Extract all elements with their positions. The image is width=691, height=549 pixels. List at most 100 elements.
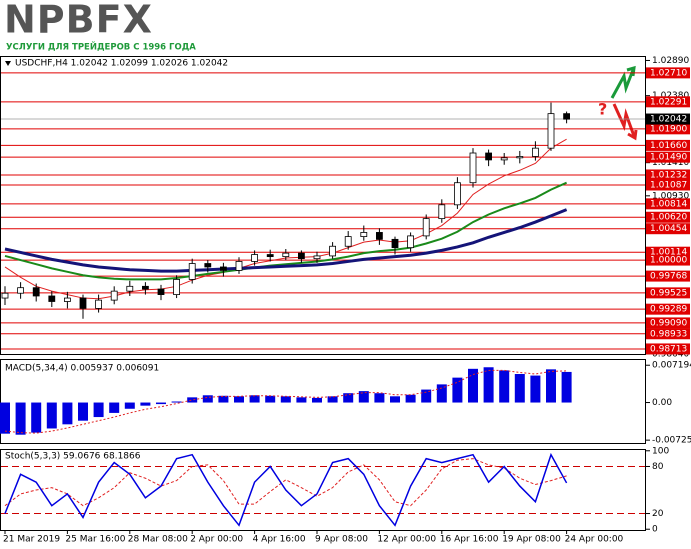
macd-bar	[0, 402, 10, 434]
level-label-box	[646, 287, 690, 299]
level-label-box	[646, 96, 690, 108]
macd-bar	[140, 402, 151, 406]
y-tick-label: 0	[652, 525, 658, 535]
macd-bar	[483, 367, 494, 403]
candle-body	[391, 238, 399, 249]
macd-bar	[327, 396, 338, 403]
macd-bar	[296, 397, 307, 403]
y-tick-label: 1.01410	[652, 158, 689, 168]
candle-body	[516, 156, 524, 159]
x-tick-label: 21 Mar 2019	[3, 535, 60, 545]
candle-body	[64, 297, 71, 302]
macd-title: MACD(5,34,4) 0.005937 0.006091	[5, 364, 159, 374]
candle-body	[235, 261, 243, 271]
down-arrow-head	[627, 129, 638, 141]
macd-bar	[265, 395, 276, 403]
level-label: 1.01232	[650, 170, 687, 180]
level-label: 1.02291	[650, 97, 687, 107]
level-label: 1.00620	[650, 213, 687, 223]
level-label-box	[646, 223, 690, 235]
macd-panel	[0, 359, 646, 444]
macd-bar	[312, 397, 322, 403]
candle-body	[485, 152, 493, 161]
y-tick-label: 1.02380	[652, 91, 689, 101]
macd-bar	[78, 402, 88, 421]
logo: NPBFX	[4, 0, 153, 42]
stoch-signal	[4, 458, 567, 507]
macd-bar	[171, 401, 182, 403]
candle-body	[95, 299, 102, 309]
stoch-panel	[0, 449, 646, 531]
y-tick-label: 0.98640	[652, 350, 689, 360]
macd-bar	[15, 402, 26, 435]
candle-body	[500, 157, 508, 161]
stoch-title: Stoch(5,3,3) 59.0676 68.1866	[5, 452, 141, 462]
level-label: 1.01900	[650, 124, 687, 134]
macd-signal	[4, 369, 567, 434]
macd-bar	[218, 395, 229, 403]
candle-body	[344, 236, 352, 247]
level-label: 1.00814	[650, 199, 687, 209]
x-tick-label: 24 Apr 00:00	[565, 535, 624, 545]
logo-tagline: УСЛУГИ ДЛЯ ТРЕЙДЕРОВ С 1996 ГОДА	[6, 41, 196, 53]
macd-bar	[93, 402, 104, 418]
macd-bar	[156, 402, 166, 405]
level-label-box	[646, 151, 690, 163]
macd-bar	[124, 402, 135, 409]
moving-average	[4, 208, 568, 273]
candle-body	[79, 297, 87, 309]
macd-bar	[390, 396, 400, 403]
last-price-label: 1.02042	[650, 115, 687, 125]
level-label: 0.98713	[650, 344, 687, 354]
candle-body	[204, 263, 212, 268]
main-panel	[0, 56, 646, 355]
level-label-box	[646, 123, 690, 135]
macd-bar	[109, 402, 120, 413]
last-price-box	[646, 113, 690, 125]
candle-body	[110, 290, 118, 301]
moving-average	[4, 138, 567, 300]
macd-bar	[421, 389, 432, 403]
macd-bar	[514, 374, 525, 403]
level-label-box	[646, 343, 690, 355]
level-label-box	[646, 211, 690, 223]
annotation: ?	[598, 100, 607, 119]
candle-body	[375, 232, 383, 240]
macd-bar	[343, 393, 354, 403]
candle-body	[329, 245, 337, 257]
main-title: USDCHF,H4 1.02042 1.02099 1.02026 1.0204…	[15, 59, 228, 69]
level-label: 0.99525	[650, 288, 687, 298]
candle-body	[266, 254, 274, 258]
macd-bar	[530, 375, 541, 403]
candle-body	[563, 113, 570, 120]
level-label: 1.00454	[650, 224, 687, 234]
level-label-box	[646, 139, 690, 151]
up-arrow	[610, 69, 635, 99]
y-tick-label: 100	[652, 446, 669, 456]
level-label: 1.01660	[650, 141, 687, 151]
candle-body	[407, 235, 415, 249]
candle-body	[532, 147, 539, 157]
level-label-box	[646, 317, 690, 329]
x-tick-label: 25 Mar 16:00	[65, 535, 125, 545]
candle-body	[141, 285, 149, 290]
down-arrow	[612, 103, 636, 137]
level-label-box	[646, 169, 690, 181]
level-label: 0.99289	[650, 305, 687, 315]
moving-average	[4, 181, 568, 281]
level-label: 1.02710	[650, 68, 687, 78]
macd-bar	[46, 402, 57, 429]
y-tick-label: -0.00725	[652, 436, 691, 446]
macd-bar	[436, 384, 447, 403]
macd-bar	[187, 397, 198, 403]
candle-body	[173, 279, 181, 296]
y-tick-label: 0.007194	[652, 361, 691, 371]
candle-body	[219, 266, 227, 271]
macd-bar	[499, 370, 510, 403]
y-tick-label: 1.00930	[652, 191, 689, 201]
macd-bar	[374, 393, 385, 403]
candle-body	[32, 287, 40, 297]
candle-body	[297, 252, 305, 260]
candle-body	[282, 252, 290, 258]
